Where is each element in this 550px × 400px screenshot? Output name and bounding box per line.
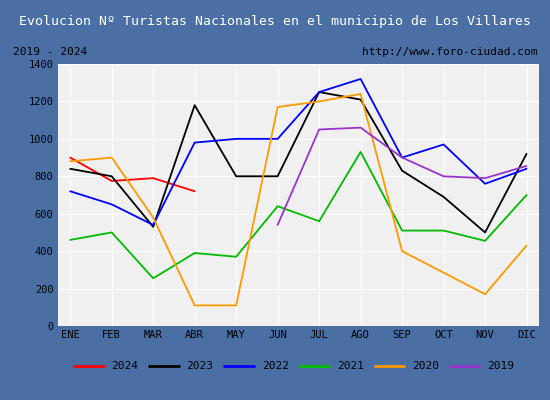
Text: 2020: 2020: [412, 361, 439, 371]
Text: 2023: 2023: [186, 361, 213, 371]
Text: 2019 - 2024: 2019 - 2024: [13, 47, 87, 57]
Text: 2021: 2021: [337, 361, 364, 371]
Text: 2024: 2024: [111, 361, 139, 371]
Text: Evolucion Nº Turistas Nacionales en el municipio de Los Villares: Evolucion Nº Turistas Nacionales en el m…: [19, 14, 531, 28]
Text: http://www.foro-ciudad.com: http://www.foro-ciudad.com: [362, 47, 537, 57]
Text: 2022: 2022: [262, 361, 289, 371]
Text: 2019: 2019: [487, 361, 514, 371]
